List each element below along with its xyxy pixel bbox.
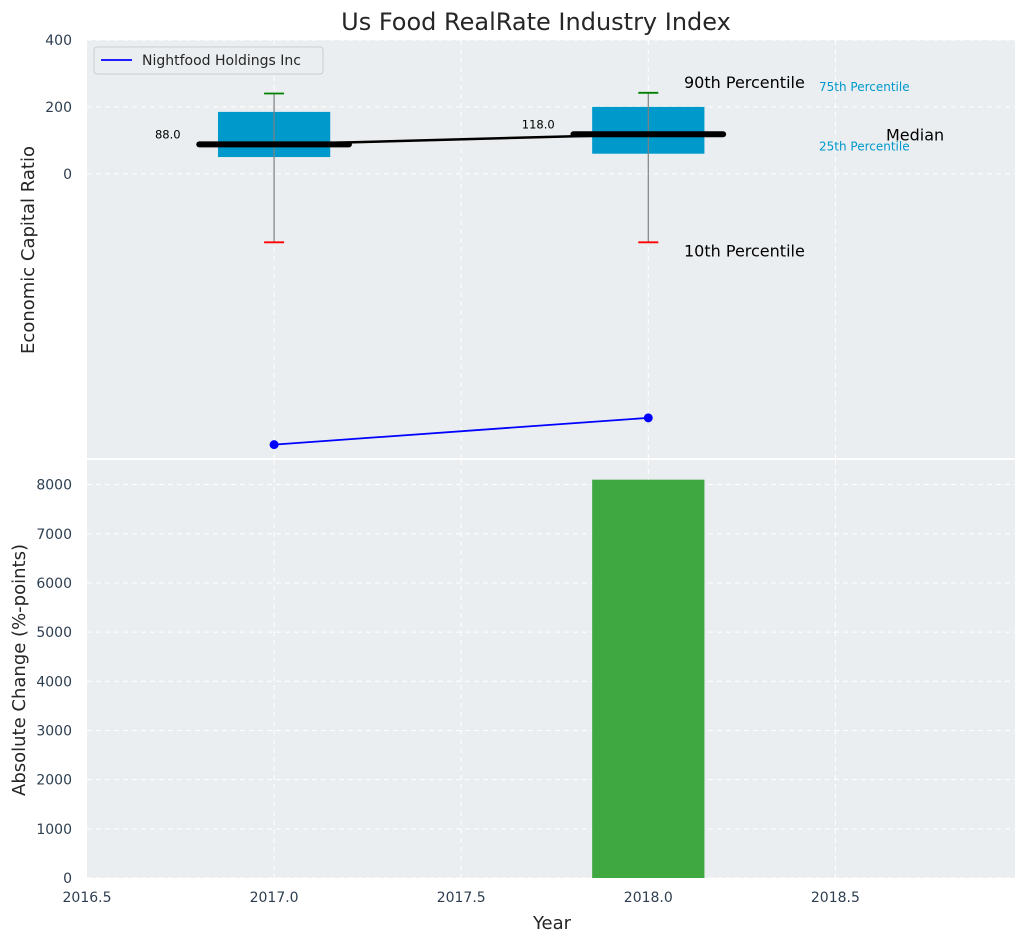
- x-tick-label: 2017.0: [250, 890, 299, 906]
- annotation-median: Median: [886, 125, 944, 144]
- annotation-10th-percentile: 10th Percentile: [684, 241, 805, 260]
- company-series-line: [274, 416, 649, 446]
- top-y-tick-label: 200: [45, 100, 72, 116]
- top-panel-background: [87, 40, 1015, 458]
- top-y-tick-label: 0: [63, 167, 72, 183]
- bottom-y-tick-label: 5000: [36, 625, 72, 641]
- bottom-y-tick-label: 8000: [36, 478, 72, 494]
- annotation-75th-percentile: 75th Percentile: [819, 80, 910, 94]
- x-axis-label: Year: [532, 913, 572, 934]
- median-trend-line: [274, 133, 649, 146]
- top-y-axis-label: Economic Capital Ratio: [18, 146, 39, 354]
- legend-box: [93, 46, 324, 75]
- x-tick-label: 2017.5: [437, 890, 486, 906]
- change-bar: [592, 479, 705, 878]
- bottom-y-tick-label: 2000: [36, 773, 72, 789]
- x-tick-label: 2016.5: [63, 890, 112, 906]
- bottom-y-tick-label: 1000: [36, 822, 72, 838]
- x-tick-label: 2018.0: [624, 890, 673, 906]
- x-tick-label: 2018.5: [811, 890, 860, 906]
- top-panel: 0 200 400 88.0 118.0 90th Percentile 10th Perc…: [45, 33, 1015, 458]
- top-y-tick-label: 400: [45, 33, 72, 49]
- bottom-y-tick-label: 7000: [36, 527, 72, 543]
- chart-title: Us Food RealRate Industry Index: [341, 8, 731, 36]
- bottom-y-tick-label: 4000: [36, 674, 72, 690]
- legend: Nightfood Holdings Inc: [93, 46, 324, 75]
- annotation-25th-percentile: 25th Percentile: [819, 140, 910, 154]
- bottom-panel-background: [87, 460, 1015, 878]
- company-series-point: [269, 440, 279, 450]
- legend-entry: Nightfood Holdings Inc: [142, 53, 301, 69]
- bottom-y-tick-label: 3000: [36, 723, 72, 739]
- median-value-label: 118.0: [522, 117, 555, 131]
- bottom-panel: 2016.5 2017.0 2017.5 2018.0 2018.5 0 1000 2000 3…: [36, 460, 1015, 906]
- company-series-point: [643, 413, 653, 423]
- annotation-90th-percentile: 90th Percentile: [684, 73, 805, 92]
- bottom-y-axis-label: Absolute Change (%-points): [9, 544, 30, 796]
- bottom-y-tick-label: 6000: [36, 576, 72, 592]
- median-value-label: 88.0: [155, 127, 181, 141]
- bottom-y-tick-label: 0: [63, 871, 72, 887]
